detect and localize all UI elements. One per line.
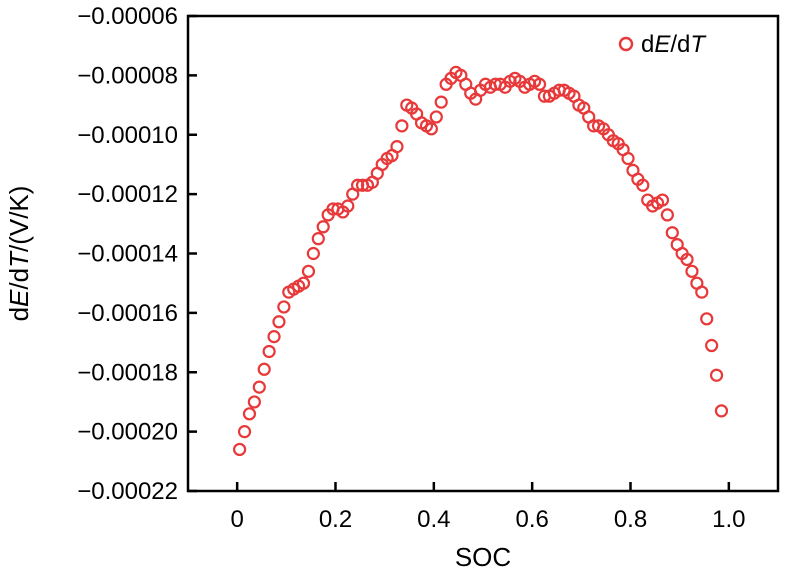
y-tick-label: −0.00012 [77, 181, 178, 208]
x-tick-label: 0.8 [614, 506, 647, 533]
y-tick-label: −0.00006 [77, 3, 178, 30]
data-point [655, 193, 670, 207]
data-point [351, 178, 365, 192]
x-tick-labels: 0 0.2 0.4 0.6 0.8 1.0 [230, 506, 745, 533]
data-point [233, 442, 247, 457]
data-point [306, 246, 320, 261]
data-point [311, 232, 325, 246]
axis-ticks [188, 14, 731, 493]
data-point [390, 140, 404, 154]
y-tick-label: −0.00008 [77, 62, 178, 89]
legend-label: dE/dT [641, 31, 707, 58]
y-tick-labels: −0.00022 −0.00020 −0.00018 −0.00016 −0.00014… [77, 3, 178, 505]
data-point [434, 95, 448, 109]
data-point [660, 208, 674, 222]
data-point [709, 368, 724, 382]
x-tick-label: 0.6 [515, 506, 548, 533]
data-point [395, 119, 409, 133]
y-tick-label: −0.00022 [77, 478, 178, 505]
data-point [532, 77, 547, 91]
data-point [714, 404, 729, 418]
data-point [272, 315, 286, 329]
x-tick-label: 0 [230, 506, 243, 533]
data-point [262, 344, 276, 359]
data-point [301, 264, 316, 278]
data-point [267, 330, 281, 344]
y-tick-label: −0.00020 [77, 419, 178, 446]
data-point [705, 338, 719, 353]
data-point [277, 300, 291, 314]
y-tick-label: −0.00018 [77, 359, 178, 386]
data-point [665, 226, 679, 240]
data-point [247, 395, 261, 409]
data-point [424, 122, 438, 136]
x-tick-label: 1.0 [712, 506, 745, 533]
data-point [252, 380, 266, 394]
data-point [700, 312, 714, 326]
data-points [233, 65, 729, 457]
y-tick-label: −0.00014 [77, 241, 178, 268]
data-point [621, 151, 635, 166]
x-tick-label: 0.2 [319, 506, 352, 533]
data-point [685, 264, 699, 278]
x-axis-label: SOC [455, 542, 511, 572]
data-point [242, 407, 257, 421]
data-point [695, 285, 709, 299]
y-axis-label: dE/dT/(V/K) [4, 186, 34, 322]
x-tick-label: 0.4 [417, 506, 450, 533]
data-point [237, 425, 252, 439]
data-point [316, 220, 330, 234]
data-point [296, 276, 311, 290]
y-tick-label: −0.00010 [77, 122, 178, 149]
legend-marker [618, 36, 634, 52]
data-point [680, 252, 694, 267]
data-point [257, 362, 271, 376]
y-tick-label: −0.00016 [77, 300, 178, 327]
data-point [341, 199, 355, 213]
legend: dE/dT [618, 31, 707, 58]
data-point [429, 110, 443, 124]
data-point [636, 178, 650, 192]
